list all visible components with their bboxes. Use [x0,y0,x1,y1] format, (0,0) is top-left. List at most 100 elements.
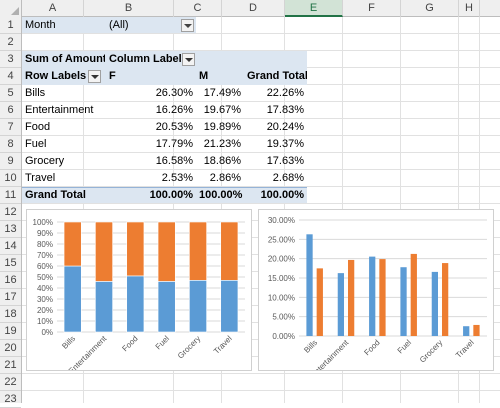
filter-value[interactable]: (All) [109,19,129,31]
grand-total-m: 100.00% [199,189,243,201]
column-header-f[interactable]: F [343,0,401,17]
pivot-cell-label: Fuel [25,138,47,150]
filter-dropdown-icon[interactable] [181,19,194,32]
bar-entertainment-s1 [348,259,355,336]
column-header-e[interactable]: E [285,0,343,17]
y-tick-label: 30% [37,295,53,304]
pivot-col-total: Grand Total [247,70,307,82]
y-tick-label: 50% [37,273,53,282]
filter-label: Month [25,19,56,31]
bar-grocery-s1 [442,263,449,336]
x-tick-label: Fuel [396,338,414,356]
pivot-cell-t: 17.83% [266,104,304,116]
pivot-cell-label: Travel [25,172,56,184]
row-header-15[interactable]: 15 [0,255,21,272]
select-all-icon [11,7,19,15]
bar-food-s1 [379,259,386,336]
bar-bills-s1 [316,268,323,336]
y-tick-label: 60% [37,262,53,271]
stacked-percent-chart[interactable]: 0% 10% 20% 30% 40% 50% 60% 70% 80% 90% 100% Bills En… [26,209,252,376]
column-header-c[interactable]: C [174,0,222,17]
y-tick-label: 10% [37,317,53,326]
row-header-2[interactable]: 2 [0,34,21,51]
row-header-23[interactable]: 23 [0,391,21,408]
bar-entertainment-s1 [95,221,113,282]
pivot-col-m: M [199,70,209,82]
pivot-cell-f: 26.30% [155,87,193,99]
bar-travel-s0 [220,280,239,333]
pivot-cell-m: 21.23% [203,138,241,150]
bar-fuel-s1 [157,221,176,282]
bar-bills-s1 [63,221,82,267]
row-header-1[interactable]: 1 [0,17,21,34]
bar-food-s0 [126,275,145,333]
row-header-10[interactable]: 10 [0,170,21,187]
pivot-col-f: F [109,70,116,82]
pivot-cell-t: 2.68% [272,172,304,184]
y-tick-label: 5.00% [272,313,295,322]
x-tick-label: Travel [454,338,476,360]
pivot-row-labels: Row Labels [25,70,87,82]
pivot-cell-label: Food [25,121,51,133]
y-tick-label: 40% [37,284,53,293]
stacked-chart-svg: 0%10%20%30%40%50%60%70%80%90%100%BillsEn… [33,218,245,376]
row-header-19[interactable]: 19 [0,323,21,340]
y-tick-label: 10.00% [268,293,295,302]
column-header-g[interactable]: G [401,0,459,17]
column-header-h[interactable]: H [459,0,480,17]
row-header-9[interactable]: 9 [0,153,21,170]
pivot-cell-f: 16.26% [155,104,193,116]
row-header-12[interactable]: 12 [0,204,21,221]
pivot-cell-label: Bills [25,87,46,99]
row-header-6[interactable]: 6 [0,102,21,119]
y-tick-label: 20.00% [268,255,295,264]
x-tick-label: Bills [60,334,77,351]
row-header-3[interactable]: 3 [0,51,21,68]
bar-grocery-s0 [189,280,207,333]
bar-entertainment-s0 [337,273,344,336]
select-all-corner[interactable] [0,0,22,17]
row-header-8[interactable]: 8 [0,136,21,153]
pivot-cell-m: 2.86% [209,172,241,184]
bar-food-s1 [126,221,145,277]
pivot-cell-m: 19.89% [203,121,241,133]
row-header-5[interactable]: 5 [0,85,21,102]
clustered-bar-chart[interactable]: 0.00% 5.00% 10.00% 15.00% 20.00% 25.00% 30.00%… [258,209,494,380]
row-header-18[interactable]: 18 [0,306,21,323]
row-header-21[interactable]: 21 [0,357,21,374]
bar-travel-s1 [220,221,239,281]
row-header-7[interactable]: 7 [0,119,21,136]
pivot-cell-f: 16.58% [155,155,193,167]
y-tick-label: 30.00% [268,216,295,225]
y-tick-label: 25.00% [268,235,295,244]
pivot-cell-label: Entertainment [25,104,94,116]
row-header-4[interactable]: 4 [0,68,21,85]
grand-total-band [22,187,307,203]
filter-band [22,17,196,33]
x-tick-label: Grocery [176,334,202,360]
column-header-b[interactable]: B [84,0,174,17]
y-tick-label: 70% [37,251,53,260]
grand-total-label: Grand Total [25,189,86,201]
clustered-chart-svg: 0.00% 5.00% 10.00% 15.00% 20.00% 25.00% 30.00%… [268,216,487,380]
row-header-16[interactable]: 16 [0,272,21,289]
column-header-a[interactable]: A [22,0,84,17]
row-header-20[interactable]: 20 [0,340,21,357]
x-tick-label: Travel [212,334,234,356]
bar-travel-s1 [473,324,480,336]
y-tick-label: 90% [37,229,53,238]
column-labels-filter-icon[interactable] [182,53,195,66]
row-labels-filter-icon[interactable] [88,70,101,83]
row-header-22[interactable]: 22 [0,374,21,391]
bar-entertainment-s0 [95,281,113,333]
bar-bills-s0 [63,265,82,333]
row-header-14[interactable]: 14 [0,238,21,255]
row-header-17[interactable]: 17 [0,289,21,306]
row-header-11[interactable]: 11 [0,187,21,204]
row-header-13[interactable]: 13 [0,221,21,238]
bar-grocery-s0 [431,271,438,336]
column-header-d[interactable]: D [222,0,285,17]
grand-total-t: 100.00% [260,189,304,201]
x-tick-label: Food [362,338,381,357]
